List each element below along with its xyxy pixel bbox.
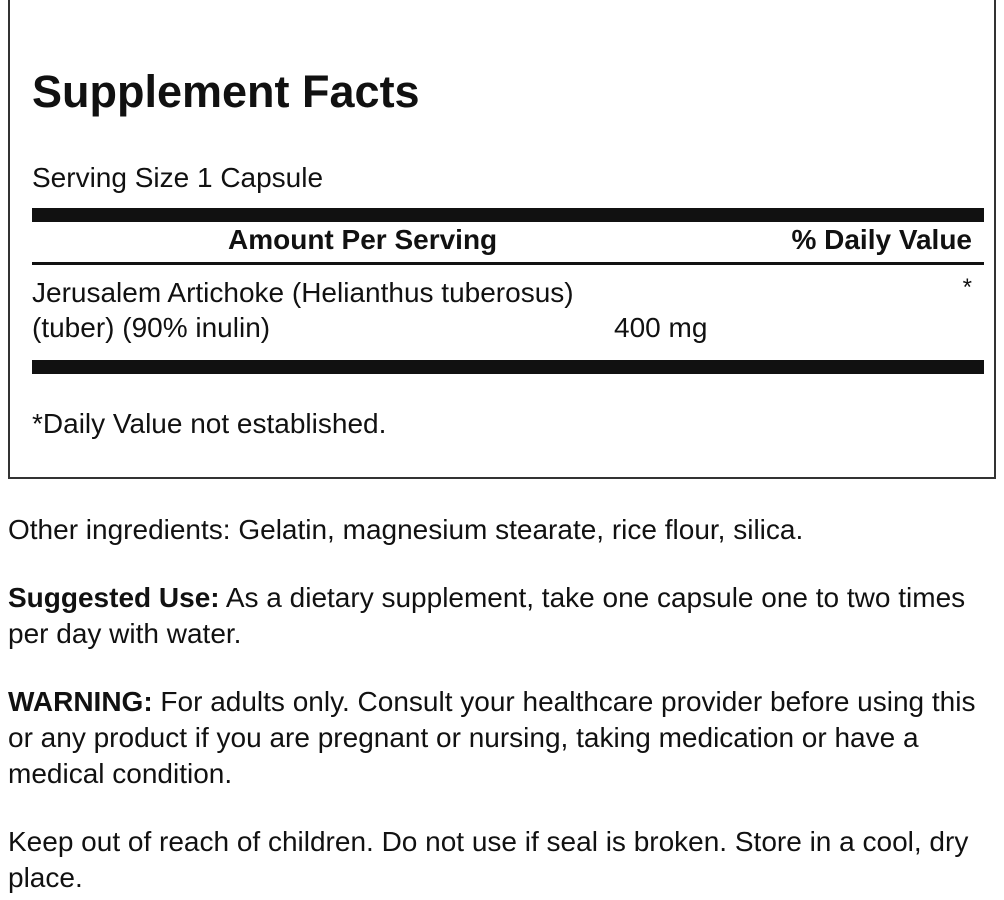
storage-instructions: Keep out of reach of children. Do not us… (8, 826, 969, 893)
header-amount: Amount Per Serving (228, 224, 498, 255)
serving-size: Serving Size 1 Capsule (32, 162, 324, 193)
header-daily-value: % Daily Value (791, 224, 972, 255)
footnote: *Daily Value not established. (32, 408, 387, 439)
thin-divider (32, 262, 984, 265)
ingredient-name-line1: Jerusalem Artichoke (Helianthus tuberosu… (32, 277, 574, 308)
warning-text: For adults only. Consult your healthcare… (8, 686, 976, 789)
warning: WARNING: For adults only. Consult your h… (8, 684, 998, 792)
other-ingredients: Other ingredients: Gelatin, magnesium st… (8, 514, 804, 545)
ingredient-daily-value: * (962, 274, 972, 301)
ingredient-name-line2: (tuber) (90% inulin) (32, 312, 271, 343)
thick-divider (32, 208, 984, 222)
warning-label: WARNING: (8, 686, 153, 717)
suggested-use: Suggested Use: As a dietary supplement, … (8, 580, 998, 652)
supplement-facts-panel: Supplement Facts Serving Size 1 Capsule … (8, 0, 996, 479)
suggested-use-label: Suggested Use: (8, 582, 220, 613)
ingredient-amount: 400 mg (614, 312, 708, 343)
suggested-use-text: As a dietary supplement, take one capsul… (8, 582, 966, 649)
panel-title: Supplement Facts (32, 66, 420, 117)
thick-divider-bottom (32, 360, 984, 374)
